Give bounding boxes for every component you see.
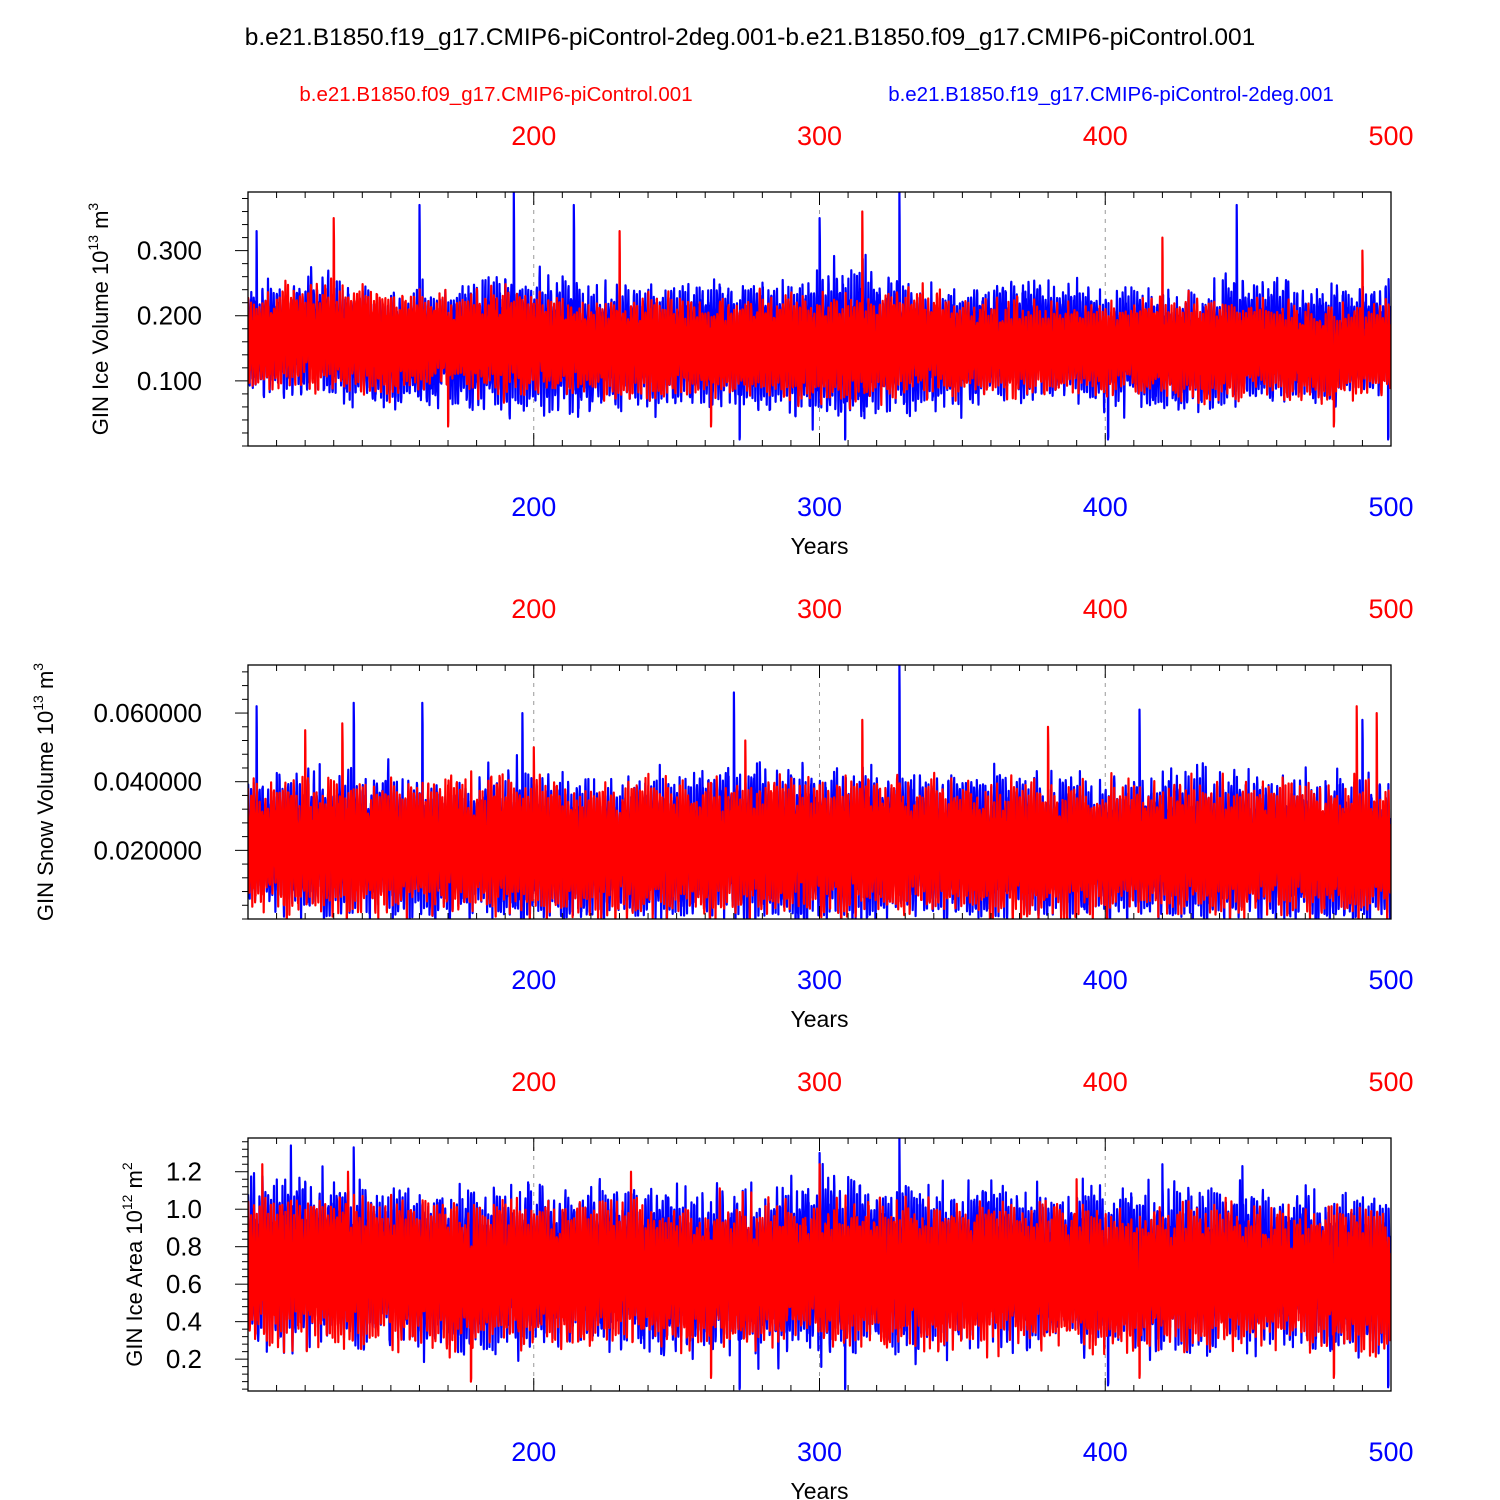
series-line-red-snow-volume	[248, 705, 1391, 919]
chart-panel-ice-volume: 200 200 300 300 400 400 500 500 Years 0.100 0.200 0…	[85, 121, 1414, 559]
y-tick-label: 0.300	[137, 236, 202, 266]
series-line-red-ice-area	[248, 1163, 1391, 1383]
x-tick-label-bottom: 500	[1368, 492, 1413, 522]
y-axis-title-unit: m	[122, 1170, 147, 1194]
y-tick-label: 0.040000	[94, 767, 202, 797]
x-tick-label-top: 300	[797, 1067, 842, 1097]
y-axis-title: GIN Snow Volume 1013 m3	[30, 663, 58, 921]
y-tick-label: 1.2	[166, 1157, 202, 1187]
x-tick-label-top: 500	[1368, 121, 1413, 151]
x-tick-label-bottom: 200	[511, 492, 556, 522]
x-tick-label-top: 400	[1083, 1067, 1128, 1097]
y-axis-title-unit-exponent: 2	[119, 1162, 135, 1170]
x-tick-label-bottom: 400	[1083, 965, 1128, 995]
x-tick-label-bottom: 500	[1368, 965, 1413, 995]
y-axis-title-unit-exponent: 3	[30, 663, 46, 671]
x-tick-label-bottom: 500	[1368, 1437, 1413, 1467]
x-tick-label-top: 200	[511, 1067, 556, 1097]
x-tick-label-bottom: 200	[511, 965, 556, 995]
legend-blue-label: b.e21.B1850.f19_g17.CMIP6-piControl-2deg…	[888, 83, 1334, 106]
x-axis-title: Years	[791, 533, 849, 559]
x-tick-label-top: 200	[511, 594, 556, 624]
chart-panel-ice-area: 200 200 300 300 400 400 500 500 Years 0.2 0.4 0.6 0.…	[119, 1067, 1414, 1500]
panels-group: 200 200 300 300 400 400 500 500 Years 0.100 0.200 0…	[30, 121, 1414, 1500]
x-tick-label-top: 300	[797, 594, 842, 624]
y-axis-title-unit-exponent: 3	[85, 203, 101, 211]
x-axis-title: Years	[791, 1006, 849, 1032]
x-tick-label-bottom: 300	[797, 965, 842, 995]
y-axis-title-exponent: 12	[119, 1194, 135, 1210]
y-axis-title-exponent: 13	[85, 235, 101, 251]
y-tick-label: 0.020000	[94, 835, 202, 865]
x-tick-label-bottom: 200	[511, 1437, 556, 1467]
x-tick-label-bottom: 300	[797, 492, 842, 522]
x-tick-label-top: 500	[1368, 1067, 1413, 1097]
y-axis-title-main: GIN Ice Volume 10	[88, 251, 113, 436]
x-tick-label-top: 500	[1368, 594, 1413, 624]
y-tick-label: 0.100	[137, 366, 202, 396]
x-tick-label-bottom: 400	[1083, 1437, 1128, 1467]
legend-red-label: b.e21.B1850.f09_g17.CMIP6-piControl.001	[299, 83, 692, 106]
y-tick-label: 0.8	[166, 1232, 202, 1262]
y-tick-label: 0.2	[166, 1344, 202, 1374]
y-tick-label: 0.4	[166, 1307, 202, 1337]
y-axis-title-unit: m	[33, 671, 58, 695]
series-line-red-ice-volume	[248, 210, 1391, 428]
x-tick-label-bottom: 400	[1083, 492, 1128, 522]
figure-title: b.e21.B1850.f19_g17.CMIP6-piControl-2deg…	[245, 24, 1256, 51]
x-tick-label-top: 300	[797, 121, 842, 151]
y-axis-title-exponent: 13	[30, 695, 46, 711]
y-axis-title-unit: m	[88, 211, 113, 235]
y-tick-label: 1.0	[166, 1194, 202, 1224]
x-tick-label-top: 400	[1083, 121, 1128, 151]
x-axis-title: Years	[791, 1478, 849, 1500]
y-axis-title: GIN Ice Volume 1013 m3	[85, 203, 113, 436]
y-axis-title: GIN Ice Area 1012 m2	[119, 1162, 147, 1367]
y-tick-label: 0.060000	[94, 698, 202, 728]
y-tick-label: 0.6	[166, 1269, 202, 1299]
y-axis-title-main: GIN Ice Area 10	[122, 1210, 147, 1367]
x-tick-label-bottom: 300	[797, 1437, 842, 1467]
x-tick-label-top: 200	[511, 121, 556, 151]
chart-panel-snow-volume: 200 200 300 300 400 400 500 500 Years 0.020000 0.0…	[30, 594, 1414, 1032]
y-axis-title-main: GIN Snow Volume 10	[33, 711, 58, 921]
x-tick-label-top: 400	[1083, 594, 1128, 624]
y-tick-label: 0.200	[137, 301, 202, 331]
